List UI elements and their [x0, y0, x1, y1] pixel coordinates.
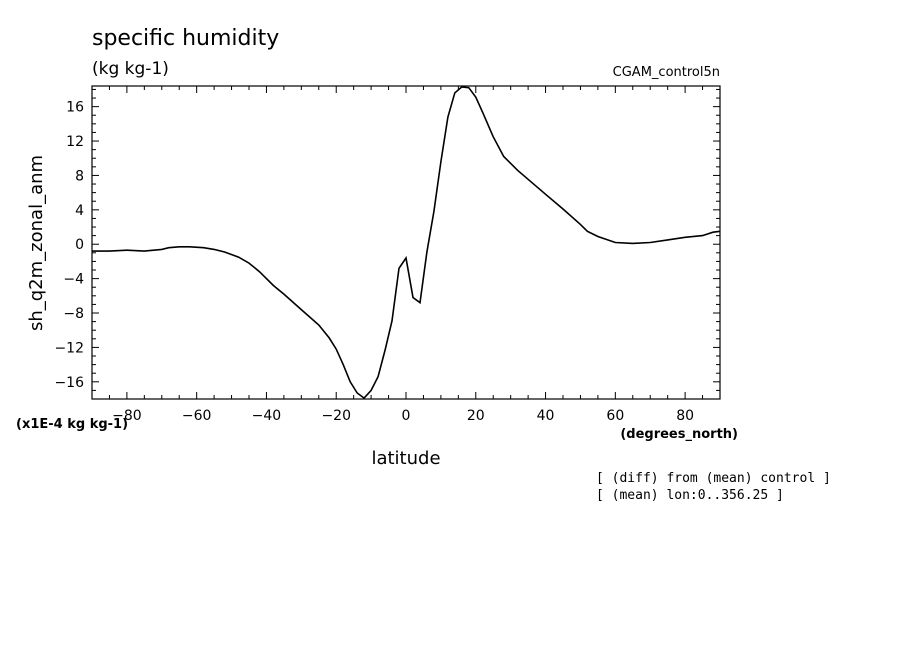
y-scale-label: (x1E-4 kg kg-1)	[16, 417, 128, 432]
y-tick-label: 0	[75, 237, 84, 253]
x-tick-label: −40	[252, 408, 282, 424]
y-tick-label: −8	[63, 306, 84, 322]
series-line-sh-q2m	[92, 86, 721, 400]
x-axis-label: latitude	[371, 448, 440, 469]
x-tick-labels: −80 −60 −40 −20 0 20 40 60 80	[112, 408, 694, 424]
chart-subtitle: (kg kg-1)	[92, 59, 169, 79]
y-tick-labels: −16 −12 −8 −4 0 4 8 12 16	[54, 100, 84, 391]
x-tick-label: 20	[467, 408, 485, 424]
x-tick-label: 0	[402, 408, 411, 424]
x-axis-units: (degrees_north)	[620, 427, 738, 442]
y-tick-label: −12	[54, 340, 84, 356]
x-tick-label: −20	[321, 408, 351, 424]
y-tick-label: 4	[75, 203, 84, 219]
x-tick-label: 40	[537, 408, 555, 424]
run-label: CGAM_control5n	[613, 65, 720, 80]
x-tick-label: −60	[182, 408, 212, 424]
x-tick-label: −80	[112, 408, 142, 424]
y-tick-label: 12	[66, 134, 84, 150]
note-diff: [ (diff) from (mean) control ]	[596, 471, 831, 486]
plot-frame	[91, 85, 721, 400]
chart-title: specific humidity	[92, 26, 279, 51]
x-tick-label: 80	[676, 408, 694, 424]
y-axis-label: sh_q2m_zonal_anm	[26, 155, 47, 331]
y-tick-label: −4	[63, 272, 84, 288]
note-mean: [ (mean) lon:0..356.25 ]	[596, 488, 784, 503]
x-tick-label: 60	[606, 408, 624, 424]
y-tick-label: 8	[75, 168, 84, 184]
y-tick-label: −16	[54, 375, 84, 391]
y-tick-label: 16	[66, 100, 84, 116]
